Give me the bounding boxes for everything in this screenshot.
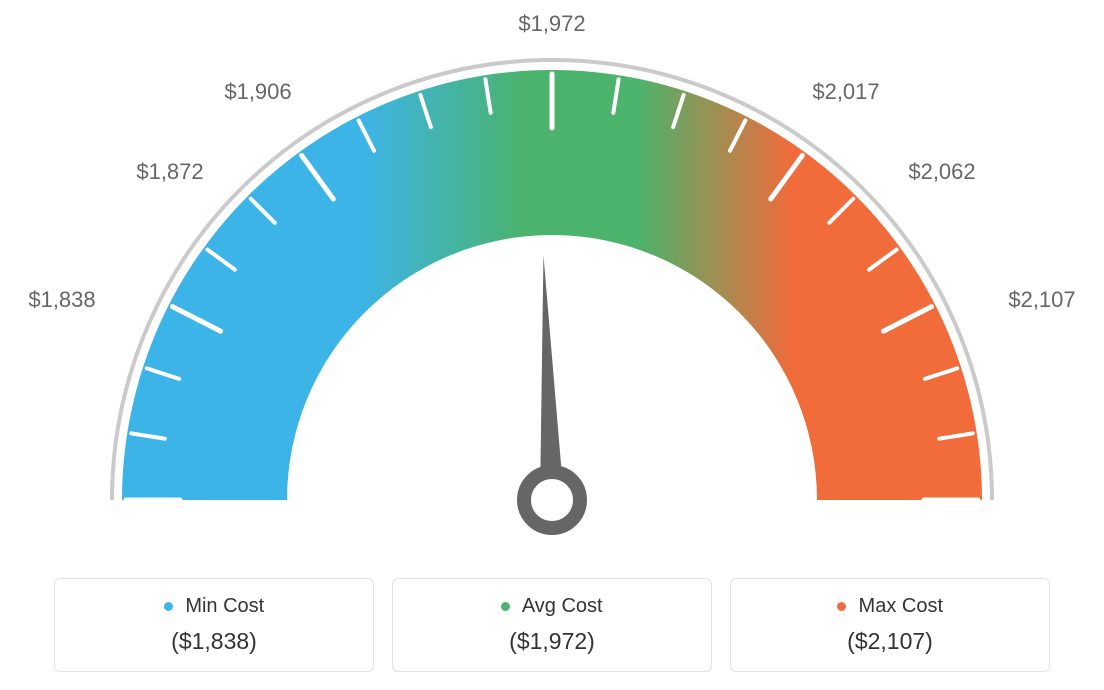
avg-cost-amount: ($1,972) bbox=[405, 628, 699, 655]
min-dot bbox=[164, 602, 173, 611]
gauge-tick-label: $1,906 bbox=[224, 79, 291, 105]
min-cost-card: Min Cost ($1,838) bbox=[54, 578, 374, 672]
gauge-tick-label: $2,062 bbox=[908, 159, 975, 185]
max-cost-card: Max Cost ($2,107) bbox=[730, 578, 1050, 672]
avg-cost-label: Avg Cost bbox=[522, 595, 603, 617]
gauge-tick-label: $1,972 bbox=[518, 11, 585, 37]
gauge-tick-label: $2,017 bbox=[812, 79, 879, 105]
gauge-svg bbox=[0, 0, 1104, 540]
gauge-tick-label: $1,838 bbox=[28, 287, 95, 313]
avg-dot bbox=[501, 602, 510, 611]
gauge-area: $1,838 $1,872 $1,906 $1,972 $2,017 $2,062 $2,1… bbox=[0, 0, 1104, 540]
cost-cards: Min Cost ($1,838) Avg Cost ($1,972) Max … bbox=[0, 578, 1104, 672]
max-dot bbox=[837, 602, 846, 611]
max-cost-title: Max Cost bbox=[743, 595, 1037, 618]
min-cost-label: Min Cost bbox=[185, 595, 264, 617]
avg-cost-card: Avg Cost ($1,972) bbox=[392, 578, 712, 672]
gauge-tick-label: $2,107 bbox=[1008, 287, 1075, 313]
min-cost-title: Min Cost bbox=[67, 595, 361, 618]
max-cost-label: Max Cost bbox=[859, 595, 943, 617]
min-cost-amount: ($1,838) bbox=[67, 628, 361, 655]
max-cost-amount: ($2,107) bbox=[743, 628, 1037, 655]
gauge-tick-label: $1,872 bbox=[136, 159, 203, 185]
avg-cost-title: Avg Cost bbox=[405, 595, 699, 618]
